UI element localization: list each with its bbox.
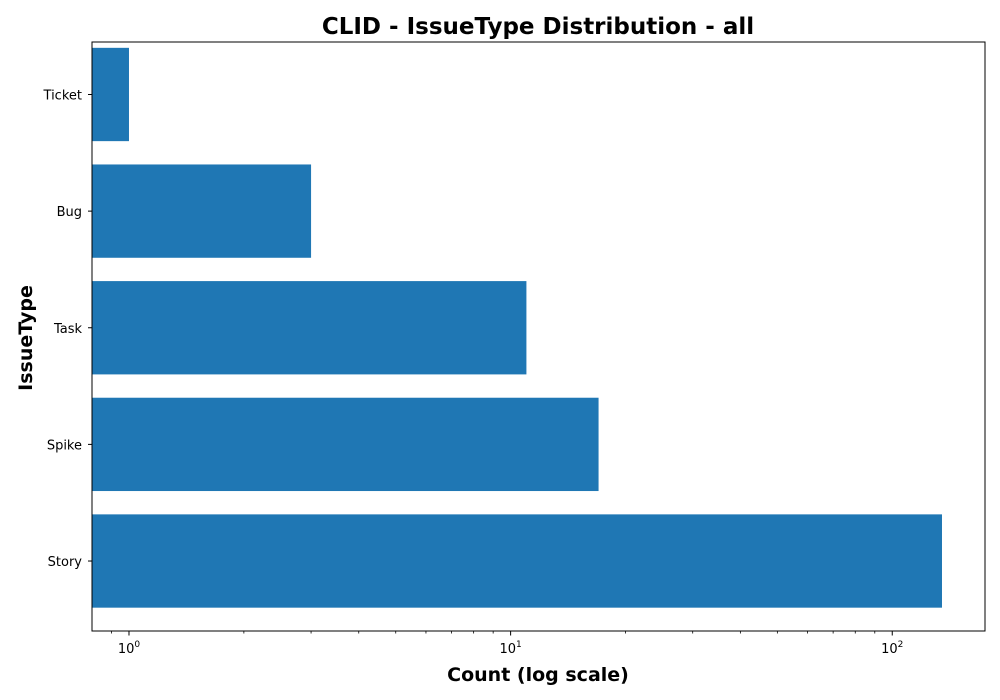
bar-ticket [92, 47, 129, 142]
y-tick-label-story: Story [48, 555, 83, 570]
x-tick-label-10: 101 [499, 640, 521, 657]
bar-task [92, 281, 527, 375]
x-tick-label-100: 102 [881, 640, 903, 657]
y-tick-label-bug: Bug [57, 205, 82, 220]
x-axis-label: Count (log scale) [447, 664, 629, 686]
plot-frame [91, 41, 986, 632]
y-tick-label-task: Task [53, 322, 83, 337]
y-tick-label-spike: Spike [47, 438, 82, 453]
x-tick-label-1: 100 [118, 640, 141, 657]
bar-bug [92, 164, 312, 258]
chart-title: CLID - IssueType Distribution - all [322, 14, 754, 40]
bars-group [92, 47, 942, 608]
y-axis-ticks: Story Spike Task Bug Ticket [43, 88, 92, 570]
y-axis-label: IssueType [15, 285, 37, 391]
x-axis-ticks: 100 101 102 [111, 631, 903, 657]
y-tick-label-ticket: Ticket [43, 88, 82, 103]
bar-spike [92, 397, 599, 492]
bar-story [92, 514, 942, 608]
